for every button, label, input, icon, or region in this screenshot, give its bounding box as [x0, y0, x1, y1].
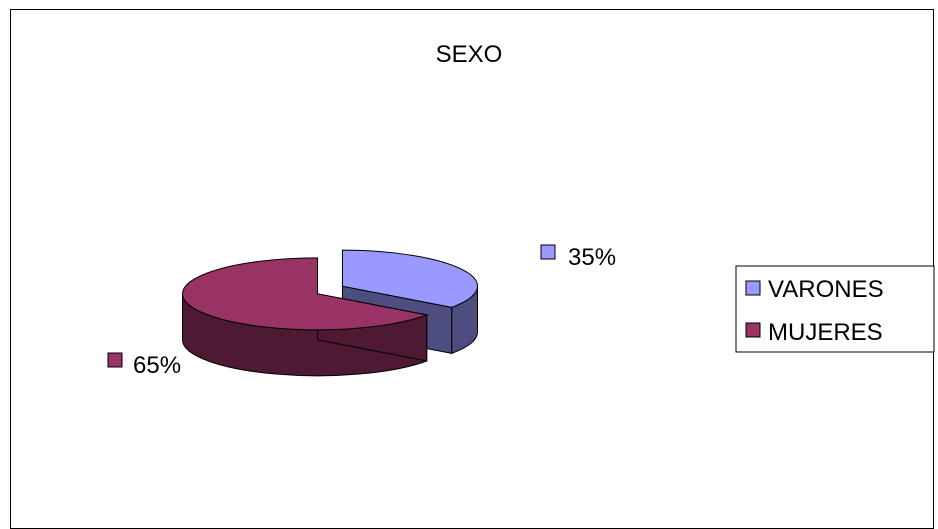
- data-label-varones-text: 35%: [568, 244, 616, 271]
- legend-label-mujeres: MUJERES: [768, 319, 883, 346]
- chart-title: SEXO: [436, 41, 503, 68]
- slice-top-mujeres: [182, 257, 429, 331]
- legend-key-mujeres: [745, 322, 761, 338]
- pie-tops: [182, 249, 478, 331]
- legend-box: [735, 265, 935, 353]
- slice-top-varones: [341, 249, 478, 308]
- data-label-key-varones: [540, 244, 556, 260]
- data-label-varones: 35%: [540, 244, 616, 271]
- data-label-mujeres: 65%: [107, 352, 181, 379]
- data-label-key-mujeres: [107, 352, 123, 368]
- legend-key-varones: [745, 280, 761, 296]
- legend-label-varones: VARONES: [768, 276, 884, 303]
- legend: VARONES MUJERES: [735, 265, 935, 353]
- data-label-mujeres-text: 65%: [133, 352, 181, 379]
